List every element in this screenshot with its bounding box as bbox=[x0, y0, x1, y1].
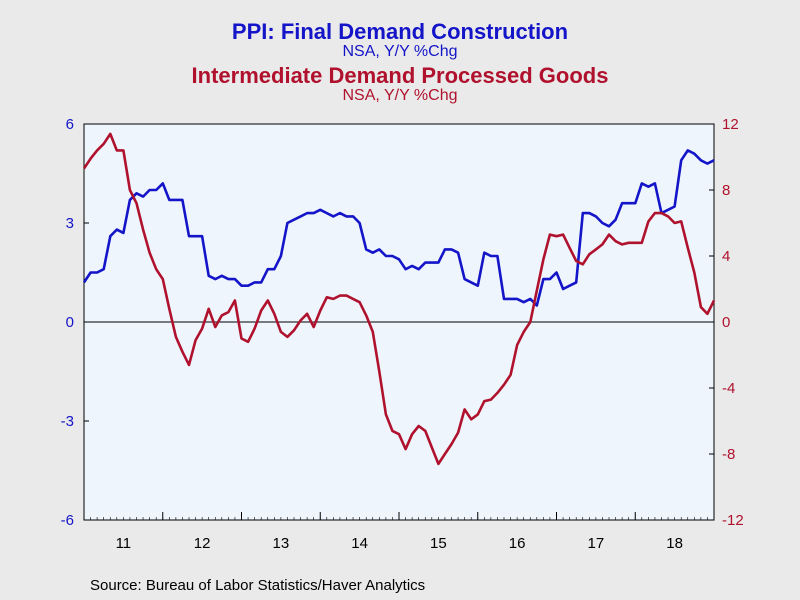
right-tick-label: 8 bbox=[722, 182, 730, 199]
x-tick-label: 15 bbox=[430, 535, 447, 552]
right-tick-label: 0 bbox=[722, 314, 730, 331]
left-tick-label: 0 bbox=[66, 314, 74, 331]
chart-subtitle-2: NSA, Y/Y %Chg bbox=[342, 87, 458, 104]
source-note: Source: Bureau of Labor Statistics/Haver… bbox=[90, 577, 426, 594]
right-tick-label: 4 bbox=[722, 248, 730, 265]
right-tick-label: -4 bbox=[722, 380, 735, 397]
series-line-intermediate-demand-processed-goods bbox=[82, 132, 716, 466]
left-tick-label: 6 bbox=[66, 116, 74, 133]
x-tick-label: 12 bbox=[194, 535, 211, 552]
right-tick-label: 12 bbox=[722, 116, 739, 133]
left-tick-label: -3 bbox=[61, 413, 74, 430]
x-tick-label: 14 bbox=[351, 535, 368, 552]
x-tick-label: 18 bbox=[666, 535, 683, 552]
right-tick-label: -8 bbox=[722, 446, 735, 463]
x-tick-label: 16 bbox=[509, 535, 526, 552]
chart-title-2: Intermediate Demand Processed Goods bbox=[191, 63, 609, 88]
right-tick-label: -12 bbox=[722, 512, 744, 529]
x-tick-label: 11 bbox=[116, 535, 132, 552]
series-line-ppi-final-demand-construction bbox=[82, 149, 715, 307]
chart-title-1: PPI: Final Demand Construction bbox=[231, 19, 569, 44]
chart-subtitle-1: NSA, Y/Y %Chg bbox=[342, 43, 458, 60]
left-tick-label: 3 bbox=[66, 215, 74, 232]
x-tick-label: 17 bbox=[588, 535, 605, 552]
x-tick-label: 13 bbox=[273, 535, 290, 552]
left-tick-label: -6 bbox=[61, 512, 74, 529]
